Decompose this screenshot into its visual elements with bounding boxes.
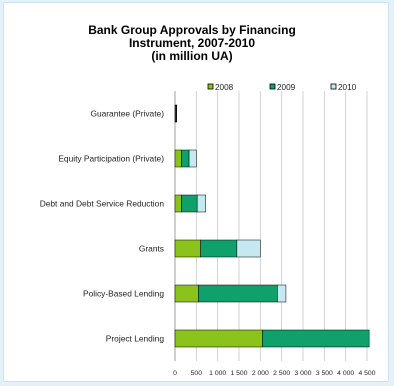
chart-title-line-1: Bank Group Approvals by Financing: [88, 23, 296, 37]
legend-swatch-2010: [330, 83, 337, 90]
bar-2008: [174, 149, 182, 168]
legend-item-2009: 2009: [269, 83, 296, 92]
category-label: Equity Participation (Private): [58, 154, 164, 164]
x-tick-label: 1 500: [230, 370, 247, 377]
chart-bars: [174, 104, 370, 348]
bar-2010: [188, 149, 197, 168]
chart-legend: 2008 2009 2010: [207, 83, 357, 92]
bar-2009: [181, 149, 190, 168]
bar-2008: [174, 284, 199, 303]
category-label: Guarantee (Private): [90, 109, 164, 119]
category-labels: Guarantee (Private) Equity Participation …: [40, 109, 165, 344]
chart-grid: [174, 91, 368, 361]
x-tick-label: 2 000: [252, 370, 269, 377]
x-tick-label: 3 500: [316, 370, 333, 377]
category-label: Debt and Debt Service Reduction: [40, 199, 165, 209]
legend-label-2010: 2010: [338, 83, 357, 92]
x-tick-label: 3 000: [294, 370, 311, 377]
bar-2008: [174, 194, 182, 213]
chart-frame: Bank Group Approvals by Financing Instrum…: [3, 2, 389, 382]
x-tick-label: 1 000: [209, 370, 226, 377]
bar-2009: [198, 284, 278, 303]
x-tick-label: 4 000: [337, 370, 354, 377]
bar-group-1: [174, 149, 197, 168]
x-tick-label: 4 500: [358, 370, 375, 377]
x-tick-label: 2 500: [273, 370, 290, 377]
category-label: Grants: [139, 244, 164, 254]
bar-2009: [181, 194, 198, 213]
bar-2010: [236, 239, 261, 258]
bar-group-5: [174, 329, 370, 348]
legend-label-2009: 2009: [277, 83, 296, 92]
legend-item-2010: 2010: [330, 83, 357, 92]
chart-title-line-2: Instrument, 2007-2010: [129, 36, 255, 50]
bar-2008: [174, 239, 201, 258]
chart-title: Bank Group Approvals by FinancingInstrum…: [88, 23, 296, 63]
legend-label-2008: 2008: [215, 83, 234, 92]
category-label: Project Lending: [106, 334, 165, 344]
chart-svg: Bank Group Approvals by FinancingInstrum…: [40, 23, 376, 377]
bar-2008: [174, 329, 263, 348]
bar-group-3: [174, 239, 261, 258]
category-label: Policy-Based Lending: [83, 289, 164, 299]
bar-2010: [277, 284, 287, 303]
legend-item-2008: 2008: [207, 83, 234, 92]
bar-2009: [262, 329, 370, 348]
bar-2009: [200, 239, 238, 258]
x-tick-label: 500: [191, 370, 203, 377]
bar-2010: [196, 194, 206, 213]
bar-group-0: [174, 104, 177, 123]
legend-swatch-2008: [207, 83, 214, 90]
x-tick-label: 0: [173, 370, 177, 377]
x-axis-tick-labels: 0 500 1 000 1 500 2 000 2 500 3 000 3 500 4 000 4…: [173, 370, 376, 377]
bar-group-4: [174, 284, 287, 303]
legend-swatch-2009: [269, 83, 276, 90]
chart-title-line-3: (in million UA): [151, 49, 232, 63]
bar-group-2: [174, 194, 206, 213]
